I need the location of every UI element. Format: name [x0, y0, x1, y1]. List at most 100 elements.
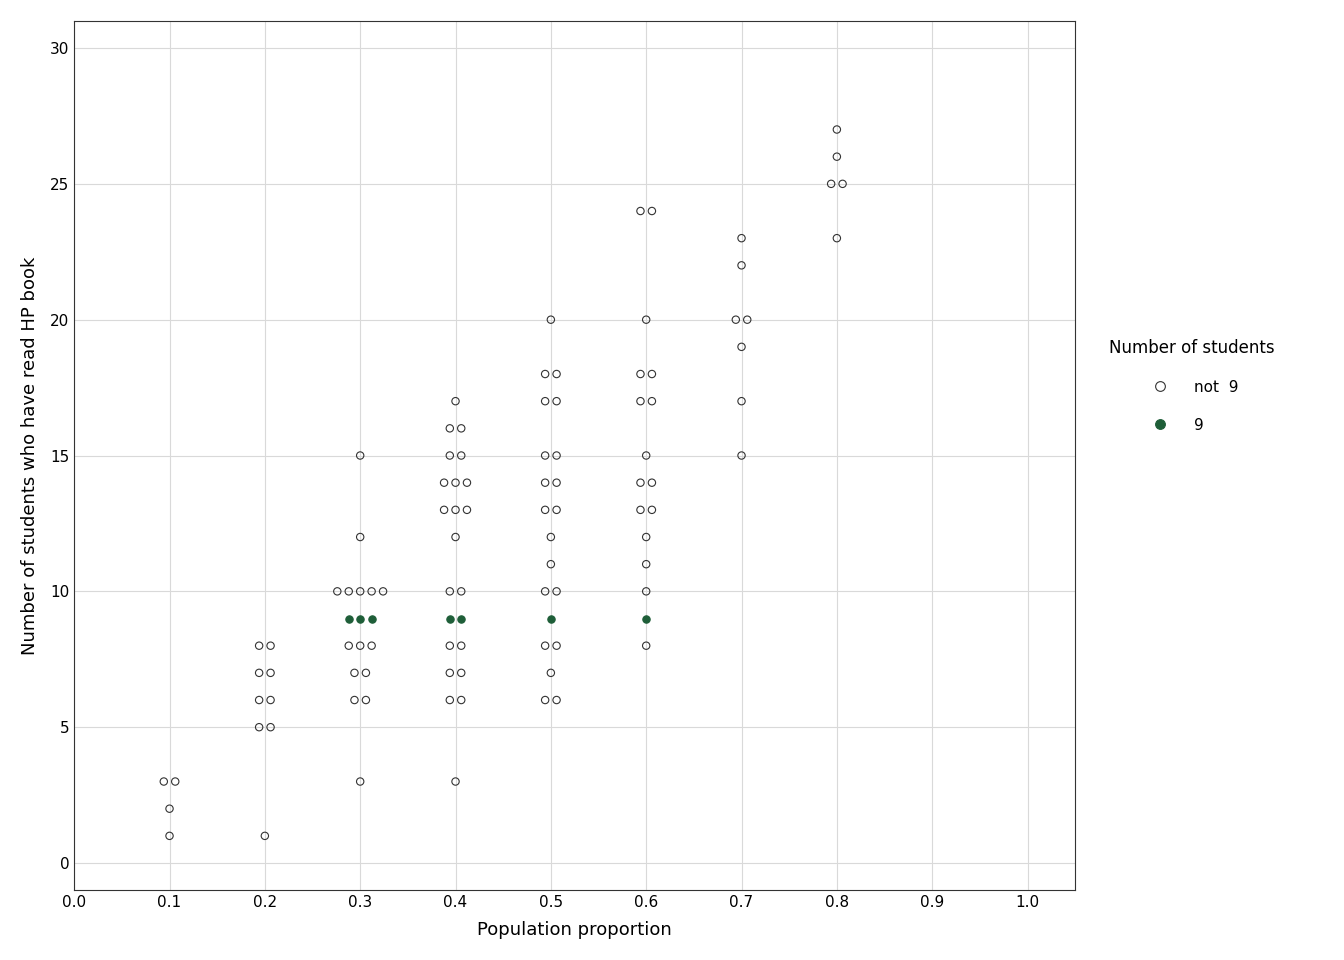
Point — [254, 828, 276, 844]
Point — [450, 420, 472, 436]
Point — [362, 584, 383, 599]
Point — [641, 502, 663, 517]
Point — [636, 557, 657, 572]
Point — [450, 584, 472, 599]
Point — [445, 475, 466, 491]
Point — [630, 367, 652, 382]
Point — [546, 367, 567, 382]
Point — [724, 312, 746, 327]
Point — [636, 584, 657, 599]
Point — [731, 447, 753, 463]
Point — [737, 312, 758, 327]
Point — [731, 257, 753, 273]
Point — [546, 692, 567, 708]
Point — [535, 394, 556, 409]
Point — [450, 692, 472, 708]
Point — [535, 584, 556, 599]
Point — [456, 475, 477, 491]
Point — [641, 204, 663, 219]
Point — [456, 502, 477, 517]
Point — [540, 611, 562, 626]
Point — [445, 394, 466, 409]
Point — [439, 692, 461, 708]
Point — [535, 367, 556, 382]
Point — [636, 447, 657, 463]
Point — [820, 176, 841, 191]
Point — [349, 638, 371, 654]
Y-axis label: Number of students who have read HP book: Number of students who have read HP book — [22, 256, 39, 655]
Point — [641, 475, 663, 491]
Point — [153, 774, 175, 789]
Point — [445, 529, 466, 544]
Point — [535, 502, 556, 517]
Point — [630, 475, 652, 491]
Point — [164, 774, 185, 789]
Point — [439, 584, 461, 599]
Point — [641, 367, 663, 382]
Point — [439, 420, 461, 436]
Point — [546, 638, 567, 654]
Point — [636, 529, 657, 544]
Point — [540, 557, 562, 572]
Point — [630, 502, 652, 517]
Point — [344, 665, 366, 681]
Point — [540, 312, 562, 327]
Point — [439, 638, 461, 654]
Point — [546, 502, 567, 517]
Point — [433, 475, 454, 491]
Point — [450, 638, 472, 654]
Point — [445, 502, 466, 517]
Point — [349, 584, 371, 599]
Point — [249, 719, 270, 734]
Point — [362, 611, 383, 626]
Point — [337, 611, 359, 626]
Point — [641, 394, 663, 409]
Point — [249, 692, 270, 708]
Point — [540, 665, 562, 681]
Point — [630, 394, 652, 409]
Point — [249, 665, 270, 681]
Point — [159, 828, 180, 844]
Point — [249, 638, 270, 654]
Point — [827, 230, 848, 246]
Point — [636, 638, 657, 654]
Point — [337, 584, 359, 599]
Point — [450, 665, 472, 681]
Point — [372, 584, 394, 599]
Point — [259, 692, 281, 708]
Point — [535, 638, 556, 654]
Point — [827, 149, 848, 164]
Point — [349, 529, 371, 544]
Point — [827, 122, 848, 137]
Point — [349, 611, 371, 626]
Point — [450, 447, 472, 463]
X-axis label: Population proportion: Population proportion — [477, 922, 672, 939]
Point — [731, 394, 753, 409]
Point — [731, 230, 753, 246]
Point — [362, 638, 383, 654]
Point — [535, 447, 556, 463]
Point — [636, 312, 657, 327]
Point — [355, 665, 376, 681]
Point — [450, 611, 472, 626]
Point — [535, 475, 556, 491]
Point — [546, 394, 567, 409]
Point — [349, 447, 371, 463]
Point — [433, 502, 454, 517]
Point — [731, 339, 753, 354]
Point — [535, 692, 556, 708]
Point — [630, 204, 652, 219]
Point — [355, 692, 376, 708]
Point — [327, 584, 348, 599]
Point — [439, 665, 461, 681]
Point — [337, 638, 359, 654]
Point — [349, 774, 371, 789]
Point — [546, 584, 567, 599]
Point — [439, 447, 461, 463]
Point — [636, 611, 657, 626]
Point — [540, 529, 562, 544]
Point — [546, 447, 567, 463]
Point — [259, 665, 281, 681]
Point — [546, 475, 567, 491]
Point — [259, 638, 281, 654]
